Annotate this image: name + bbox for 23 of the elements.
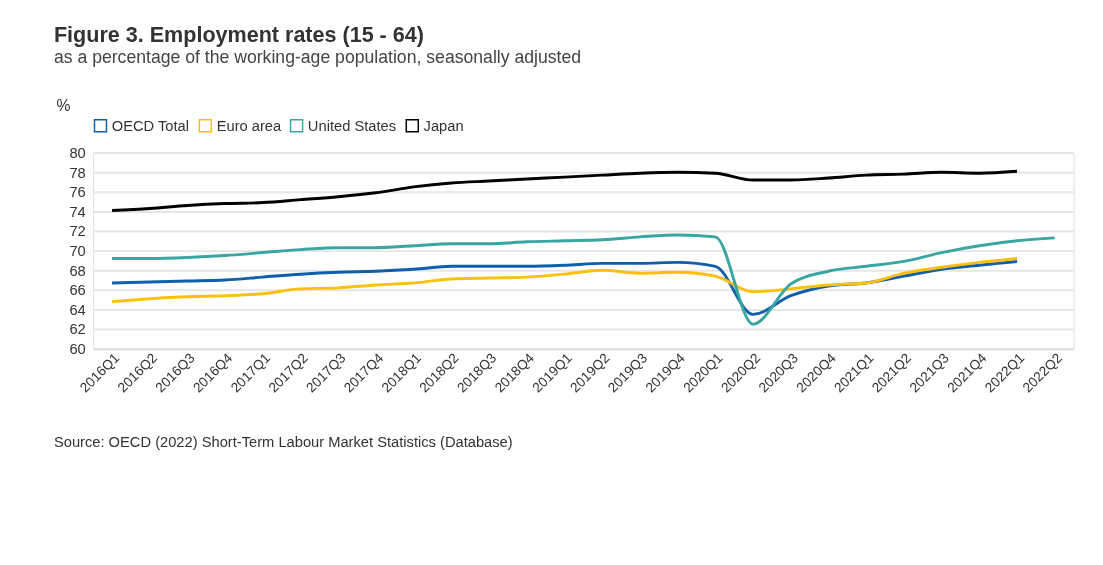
legend-label: Euro area [216, 117, 283, 134]
source-note: Source: OECD (2022) Short-Term Labour Market Statistics (Database) [53, 433, 513, 450]
legend-label: OECD Total [111, 117, 190, 134]
y-tick-label: 60 [69, 341, 86, 358]
y-tick-label: 72 [69, 223, 86, 240]
y-tick-label: 78 [69, 164, 86, 181]
line-series [110, 257, 1019, 304]
y-tick-label: 76 [69, 184, 86, 201]
chart-title: Figure 3. Employment rates (15 - 64) [53, 21, 424, 47]
y-tick-label: 74 [69, 203, 86, 220]
y-tick-label: 70 [69, 243, 86, 260]
y-axis-title: % [56, 96, 71, 114]
legend-label: Japan [423, 117, 464, 134]
y-tick-label: 80 [69, 144, 86, 161]
y-tick-label: 66 [69, 282, 86, 299]
legend-label: United States [307, 117, 397, 134]
line-series [110, 259, 1019, 316]
line-series [110, 169, 1019, 212]
line-series [110, 233, 1057, 326]
y-tick-label: 64 [69, 301, 86, 318]
chart-subtitle: as a percentage of the working-age population, seasonally adjusted [53, 47, 582, 68]
y-tick-label: 62 [69, 321, 86, 338]
y-tick-label: 68 [69, 262, 86, 279]
